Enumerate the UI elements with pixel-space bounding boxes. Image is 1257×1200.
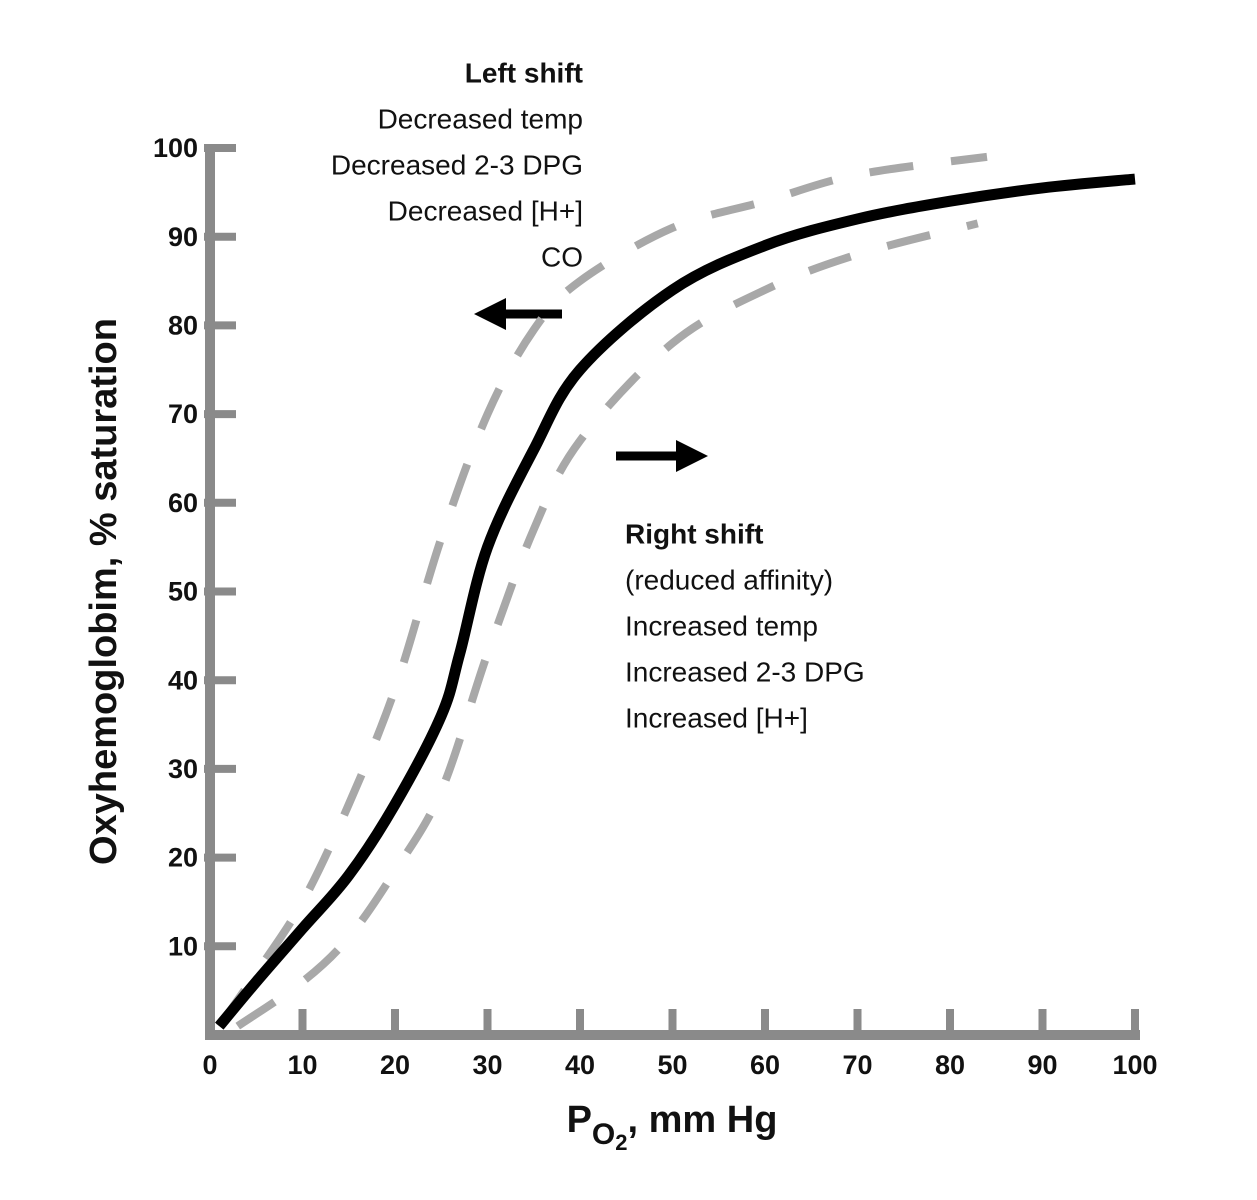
x-tick-label: 90	[1027, 1050, 1057, 1080]
annotation-line: Increased [H+]	[625, 702, 808, 733]
annotation-line: Increased temp	[625, 610, 818, 641]
x-tick-label: 60	[750, 1050, 780, 1080]
x-label-rest: , mm Hg	[628, 1099, 778, 1141]
y-tick-label: 50	[168, 577, 198, 607]
annotation-line: Decreased temp	[378, 103, 583, 134]
y-tick-label: 100	[153, 133, 198, 163]
x-label-sub: O	[592, 1118, 615, 1151]
dashed-curve	[215, 152, 988, 1029]
annotation-heading: Left shift	[465, 57, 583, 88]
x-label-main: P	[567, 1099, 592, 1141]
x-tick-label: 40	[565, 1050, 595, 1080]
x-tick-label: 100	[1112, 1050, 1157, 1080]
right-arrow	[616, 440, 708, 472]
y-tick-label: 40	[168, 665, 198, 695]
y-tick-label: 80	[168, 311, 198, 341]
annotation-line: Decreased 2-3 DPG	[331, 149, 583, 180]
y-tick-label: 70	[168, 399, 198, 429]
x-tick-label: 70	[842, 1050, 872, 1080]
left-arrow	[474, 298, 562, 330]
annotation-heading: Right shift	[625, 518, 763, 549]
y-tick-label: 30	[168, 754, 198, 784]
y-tick-label: 90	[168, 222, 198, 252]
x-tick-label: 30	[472, 1050, 502, 1080]
x-axis-label: PO2, mm Hg	[567, 1099, 778, 1155]
annotation-line: (reduced affinity)	[625, 564, 833, 595]
x-label-subsub: 2	[615, 1130, 627, 1155]
annotation-line: CO	[541, 241, 583, 272]
annotation-line: Increased 2-3 DPG	[625, 656, 865, 687]
y-tick-label: 10	[168, 931, 198, 961]
y-tick-label: 20	[168, 843, 198, 873]
x-tick-label: 50	[657, 1050, 687, 1080]
x-tick-label: 0	[202, 1050, 217, 1080]
x-tick-label: 10	[287, 1050, 317, 1080]
y-tick-label: 60	[168, 488, 198, 518]
curve	[215, 173, 1136, 1030]
x-tick-label: 80	[935, 1050, 965, 1080]
y-axis-label: Oxyhemoglobim, % saturation	[83, 318, 125, 865]
annotation-line: Decreased [H+]	[388, 195, 583, 226]
x-tick-label: 20	[380, 1050, 410, 1080]
